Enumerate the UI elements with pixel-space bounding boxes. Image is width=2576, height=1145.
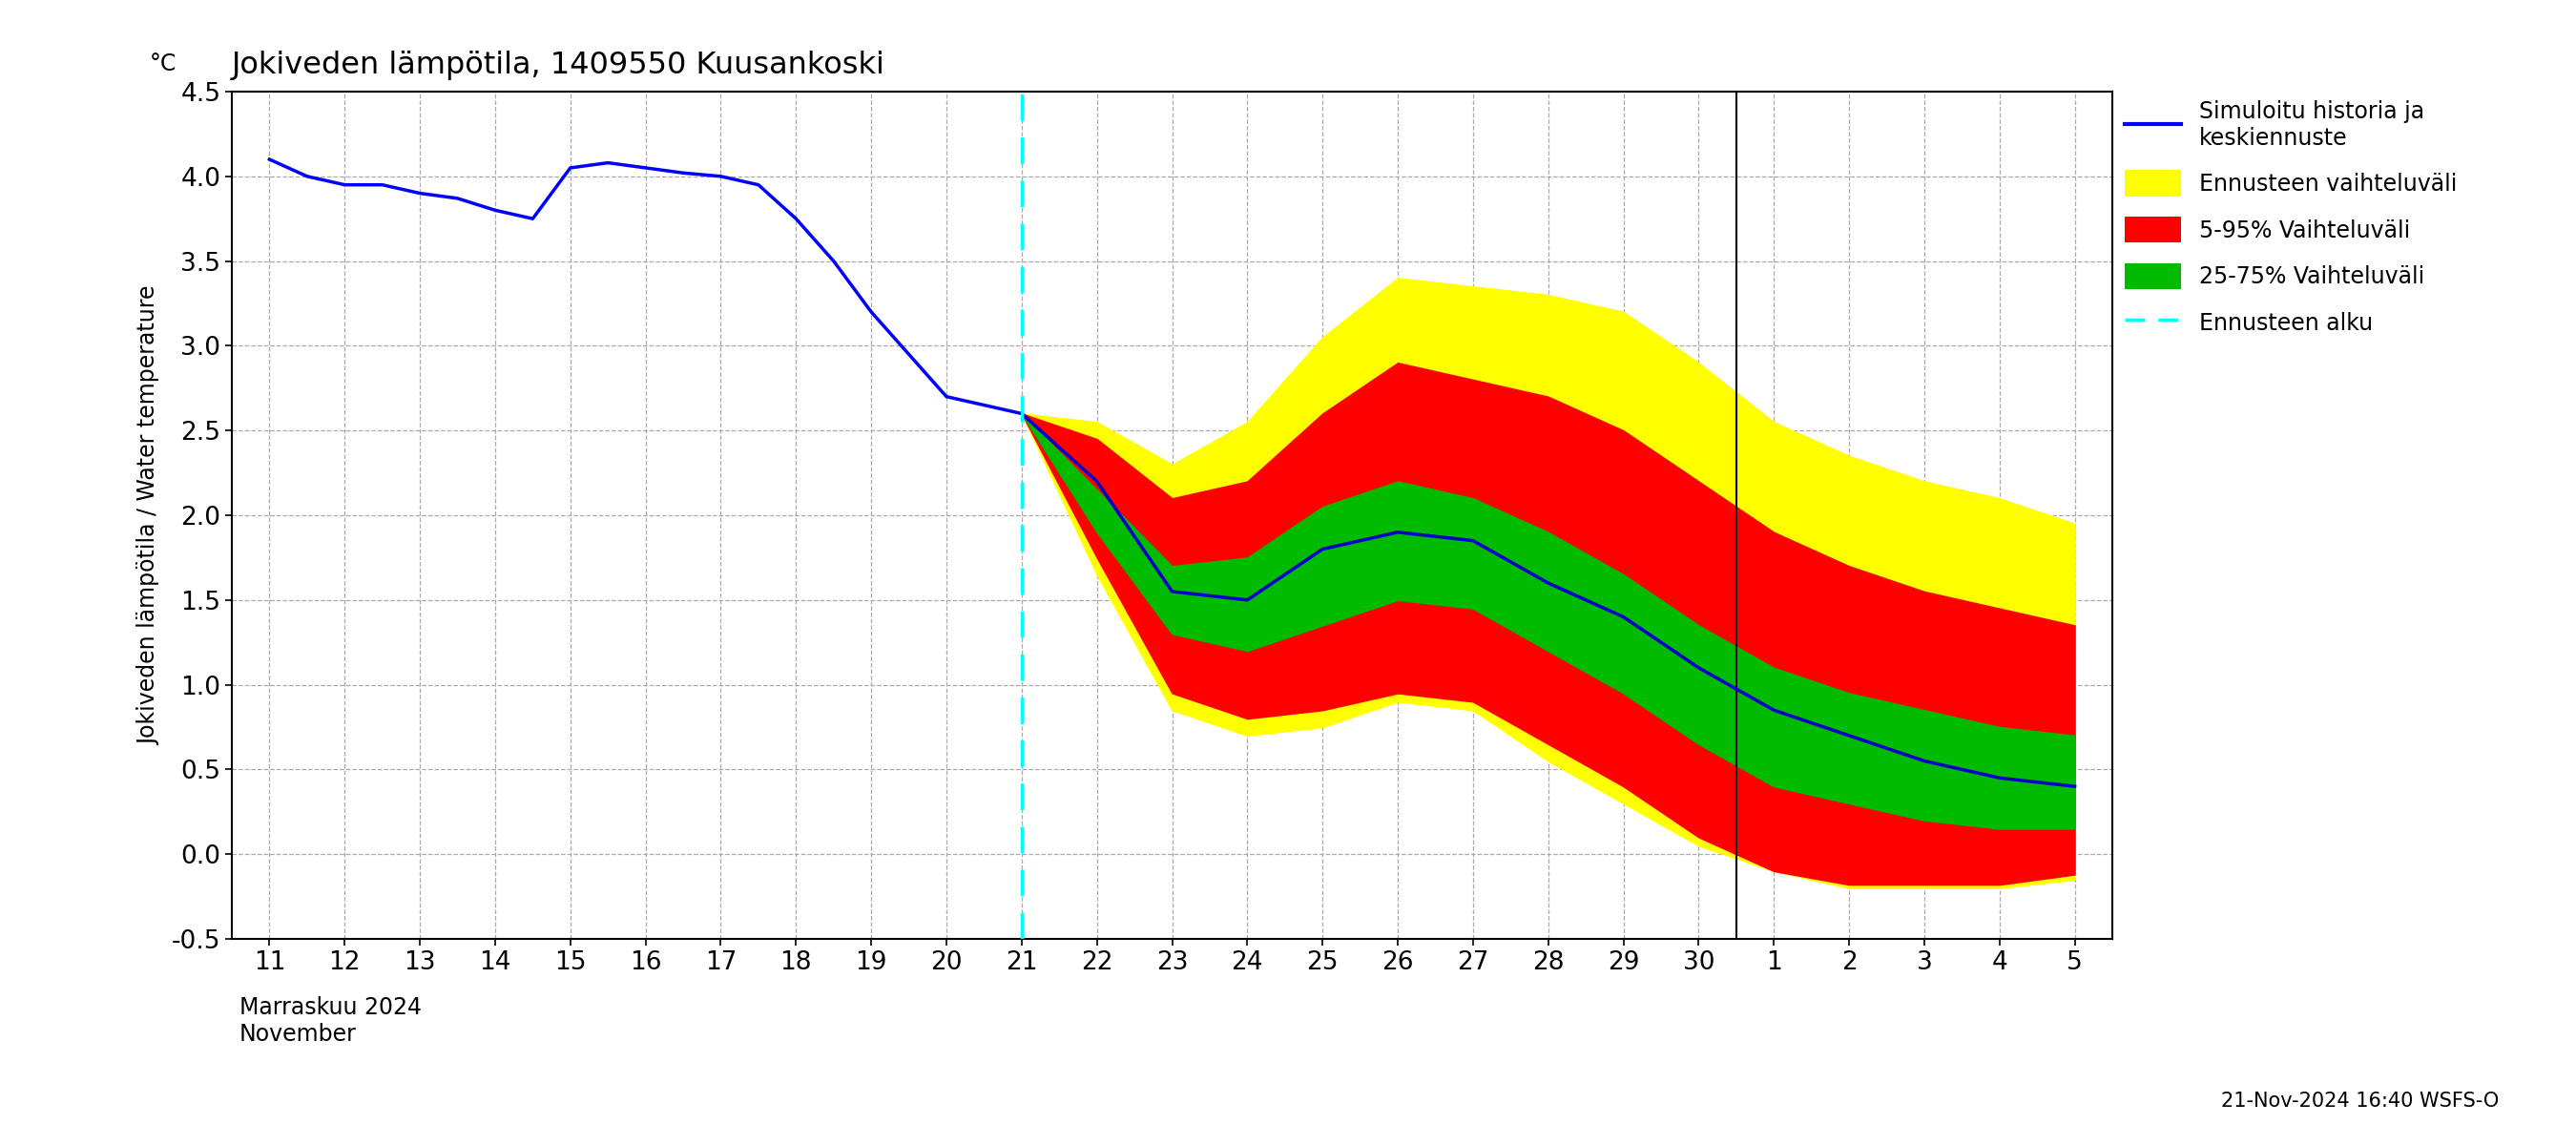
- Text: Marraskuu 2024
November: Marraskuu 2024 November: [240, 996, 422, 1045]
- Y-axis label: Jokiveden lämpötila / Water temperature: Jokiveden lämpötila / Water temperature: [139, 285, 160, 745]
- Text: 21-Nov-2024 16:40 WSFS-O: 21-Nov-2024 16:40 WSFS-O: [2221, 1091, 2499, 1111]
- Legend: Simuloitu historia ja
keskiennuste, Ennusteen vaihteluväli, 5-95% Vaihteluväli, : Simuloitu historia ja keskiennuste, Ennu…: [2115, 92, 2465, 345]
- Text: Jokiveden lämpötila, 1409550 Kuusankoski: Jokiveden lämpötila, 1409550 Kuusankoski: [232, 50, 886, 80]
- Text: °C: °C: [149, 53, 178, 76]
